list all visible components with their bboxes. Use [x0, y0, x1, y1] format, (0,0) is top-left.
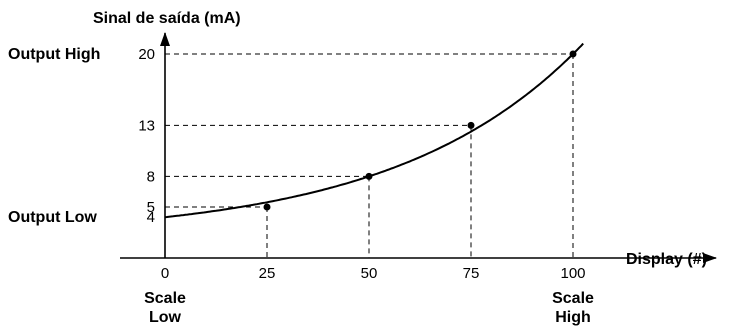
x-tick-25: 25 — [259, 265, 276, 282]
y-tick-13: 13 — [138, 117, 155, 134]
y-tick-8: 8 — [147, 168, 155, 185]
x-tick-0: 0 — [161, 265, 169, 282]
x-bound-label-100-line1: Scale — [552, 290, 594, 307]
y-bound-label-20: Output High — [8, 46, 100, 63]
output-curve-line — [164, 42, 584, 219]
y-tick-5: 5 — [147, 199, 155, 216]
bound-labels: Output Low Output High Scale Low Scale High — [8, 46, 594, 326]
y-tick-20: 20 — [138, 46, 155, 63]
x-tick-75: 75 — [463, 265, 480, 282]
data-point-1 — [365, 172, 373, 180]
x-bound-label-0-line2: Low — [149, 309, 182, 326]
x-bound-label-0-line1: Scale — [144, 290, 186, 307]
data-point-0 — [263, 203, 271, 211]
y-axis-title: Sinal de saída (mA) — [93, 10, 241, 27]
tick-labels: 0 25 50 75 100 45 8 13 20 — [138, 46, 585, 282]
x-tick-100: 100 — [560, 265, 585, 282]
data-points — [263, 50, 577, 211]
data-point-3 — [569, 50, 577, 58]
y-tick-4: 4 — [147, 209, 155, 226]
data-point-2 — [467, 121, 475, 129]
x-axis-title: Display (#) — [626, 251, 707, 268]
x-tick-50: 50 — [361, 265, 378, 282]
dashed-guide-lines — [165, 53, 574, 258]
y-bound-label-4: Output Low — [8, 209, 97, 226]
x-bound-label-100-line2: High — [555, 309, 591, 326]
